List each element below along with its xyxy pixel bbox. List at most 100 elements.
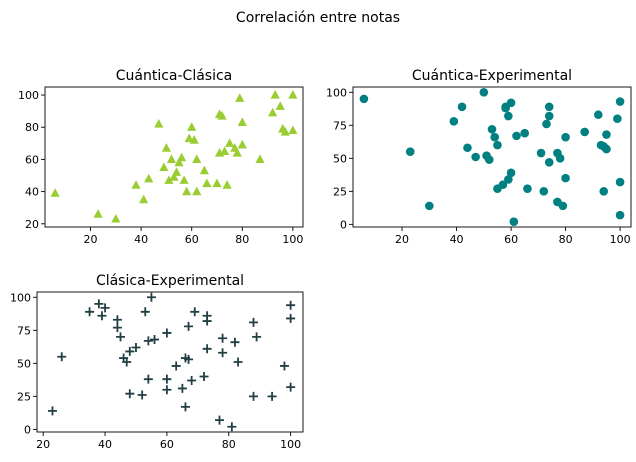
plot-clasica-experimental: Clásica-Experimental 20 40 60 80 100 0 25 50 75 10…: [10, 273, 304, 451]
axes-frame: [352, 86, 632, 228]
data-point: [523, 184, 532, 193]
x-tick-label: 20: [395, 233, 409, 246]
data-point: [171, 167, 182, 176]
data-point: [47, 406, 57, 416]
data-point: [94, 299, 104, 309]
data-point: [111, 213, 121, 223]
y-tick-label: 100: [326, 86, 347, 99]
data-point: [177, 383, 187, 393]
data-point: [199, 165, 209, 175]
data-point: [613, 114, 622, 123]
data-point: [471, 152, 480, 162]
data-point: [93, 209, 103, 218]
y-tick-label: 50: [333, 152, 347, 165]
data-point: [214, 109, 225, 118]
data-point: [498, 180, 508, 190]
data-point: [162, 374, 172, 384]
data-point: [171, 361, 181, 371]
data-point: [50, 188, 60, 197]
y-tick-label: 0: [340, 218, 347, 231]
data-point: [542, 119, 551, 129]
x-tick-label: 40: [98, 438, 112, 451]
data-point: [479, 87, 489, 97]
x-tick-label: 80: [559, 233, 573, 246]
data-point: [192, 154, 202, 164]
data-point: [97, 311, 107, 321]
data-point: [602, 130, 611, 139]
data-point: [359, 94, 369, 104]
x-tick-label: 40: [134, 233, 148, 246]
data-point: [116, 332, 126, 342]
data-point: [140, 307, 150, 317]
data-point: [490, 132, 500, 142]
plot-title: Cuántica-Experimental: [412, 68, 572, 84]
data-point: [143, 374, 153, 384]
data-point: [139, 194, 149, 204]
x-tick-label: 80: [222, 438, 236, 451]
data-point: [286, 300, 296, 310]
data-point: [449, 117, 459, 126]
x-tick-label: 60: [160, 438, 174, 451]
data-point: [202, 311, 212, 321]
data-point: [233, 357, 243, 367]
data-point: [143, 336, 153, 346]
data-point: [593, 110, 603, 120]
data-point: [230, 337, 240, 347]
x-tick-label: 60: [185, 233, 199, 246]
data-point: [252, 332, 262, 342]
data-point: [125, 389, 135, 399]
x-tick-label: 80: [235, 233, 249, 246]
data-point: [280, 127, 290, 136]
y-tick-label: 80: [25, 121, 39, 134]
data-point: [112, 315, 122, 325]
data-point: [184, 321, 194, 331]
data-point: [131, 180, 141, 189]
data-point: [131, 342, 141, 352]
data-point: [150, 335, 160, 345]
y-tick-label: 40: [25, 186, 39, 199]
data-point: [184, 133, 194, 143]
data-point: [212, 178, 222, 188]
data-point: [270, 90, 280, 99]
data-point: [57, 352, 67, 362]
data-point: [561, 173, 570, 183]
data-point: [100, 303, 110, 313]
data-point: [219, 146, 230, 155]
data-point: [237, 117, 247, 127]
x-tick-label: 100: [282, 233, 303, 246]
data-point: [199, 372, 209, 382]
data-point: [555, 154, 565, 163]
data-point: [558, 201, 568, 211]
plot-title: Clásica-Experimental: [96, 273, 244, 289]
data-point: [146, 292, 156, 302]
y-tick-label: 50: [17, 357, 31, 370]
y-tick-label: 25: [333, 185, 347, 198]
y-tick-label: 25: [17, 390, 31, 403]
data-point: [484, 155, 494, 164]
y-tick-label: 75: [333, 119, 347, 132]
axes-frame: [36, 291, 304, 433]
data-point: [286, 382, 296, 392]
y-tick-label: 0: [24, 423, 31, 436]
data-point: [405, 147, 415, 157]
data-point: [192, 186, 202, 196]
data-point: [544, 102, 554, 112]
data-point: [249, 391, 259, 401]
data-point: [159, 162, 169, 172]
data-point: [279, 361, 289, 371]
data-point: [249, 317, 259, 327]
data-point: [520, 128, 530, 138]
data-point: [225, 138, 235, 147]
data-point: [227, 422, 237, 432]
data-point: [112, 323, 122, 333]
data-point: [504, 111, 513, 121]
data-point: [599, 187, 609, 196]
data-point: [179, 175, 189, 184]
data-point: [615, 210, 625, 220]
y-tick-label: 20: [25, 218, 39, 231]
data-point: [85, 307, 95, 317]
data-point: [184, 354, 194, 364]
y-tick-label: 100: [18, 89, 39, 102]
data-point: [122, 357, 132, 367]
